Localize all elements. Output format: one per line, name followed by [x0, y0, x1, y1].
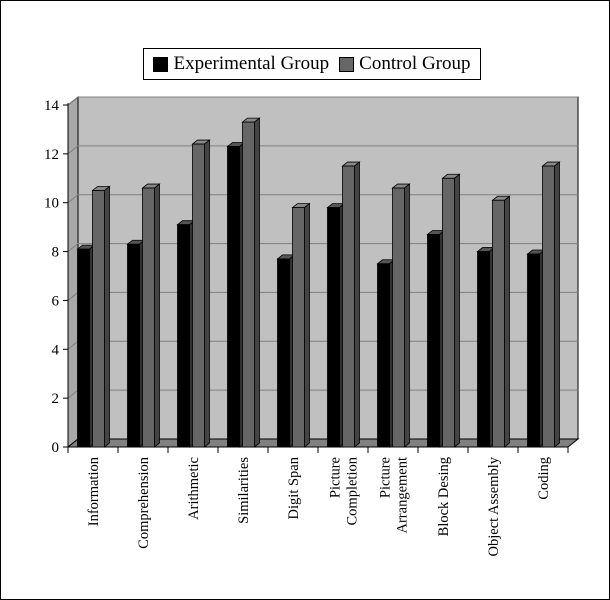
bar-control: [542, 165, 555, 448]
bar-top-0: [426, 230, 446, 235]
x-tick-label: Comprehension: [136, 456, 152, 549]
bar-experimental: [177, 224, 190, 448]
y-tick-label: 8: [52, 245, 60, 261]
bar-control: [92, 190, 105, 448]
bar-side-1: [354, 161, 360, 448]
y-tick-label: 14: [44, 98, 60, 114]
bar-control: [292, 207, 305, 448]
x-tick-label: Block Desing: [436, 457, 452, 536]
x-tick-label: PictureCompletion: [328, 456, 361, 525]
x-tick-label: Arithmetic: [186, 457, 202, 520]
bar-top-0: [476, 247, 496, 252]
bar-top-1: [491, 195, 511, 201]
gridline: [67, 243, 578, 252]
gridline: [67, 340, 578, 350]
bar-side-1: [404, 183, 410, 448]
bar-top-0: [276, 254, 296, 260]
y-tick-label: 6: [52, 293, 60, 309]
bar-top-1: [291, 203, 311, 209]
bar-top-1: [541, 161, 561, 167]
bar-side-1: [254, 117, 260, 448]
x-tick-label: Information: [86, 456, 102, 526]
plot-side-wall: [67, 95, 79, 449]
legend-label-experimental: Experimental Group: [173, 53, 330, 74]
bar-top-1: [191, 139, 211, 145]
bar-side-1: [554, 161, 560, 448]
bar-top-0: [176, 220, 196, 226]
bar-top-1: [241, 117, 261, 123]
x-tick-label: Digit Span: [286, 456, 302, 519]
gridline: [67, 145, 578, 155]
bar-side-0: [239, 141, 245, 448]
bar-side-1: [454, 173, 460, 448]
legend-label-control: Control Group: [359, 53, 471, 74]
bar-side-0: [289, 254, 295, 448]
gridline: [67, 389, 578, 399]
bar-experimental: [277, 258, 290, 448]
bar-control: [142, 187, 155, 448]
x-tick-label: Similarities: [236, 457, 252, 524]
chart-legend: Experimental Group Control Group: [143, 48, 481, 80]
bar-side-0: [489, 246, 495, 448]
bar-top-0: [126, 239, 146, 245]
bar-experimental: [477, 251, 490, 448]
bar-side-1: [504, 195, 510, 448]
bar-experimental: [227, 146, 240, 448]
bar-side-1: [104, 185, 110, 448]
bar-experimental: [327, 207, 340, 448]
bar-control: [442, 177, 455, 448]
gridline: [67, 194, 578, 204]
bar-control: [242, 121, 255, 448]
bar-experimental: [377, 263, 390, 448]
y-tick-label: 0: [52, 440, 60, 456]
bar-top-0: [76, 244, 96, 250]
bar-side-0: [139, 239, 145, 448]
bar-top-0: [326, 203, 346, 209]
legend-item-experimental: Experimental Group: [153, 53, 329, 75]
bar-experimental: [77, 248, 90, 448]
legend-swatch-experimental: [153, 56, 169, 72]
plot-back-wall: [77, 96, 579, 440]
bar-experimental: [427, 234, 440, 448]
y-tick-label: 12: [44, 147, 59, 163]
y-tick-label: 4: [52, 342, 60, 358]
bar-control: [192, 143, 205, 448]
bar-side-1: [204, 139, 210, 448]
legend-item-control: Control Group: [339, 53, 471, 75]
bar-control: [492, 199, 505, 448]
bar-top-1: [141, 183, 161, 189]
bar-side-1: [304, 202, 310, 448]
legend-swatch-control: [339, 56, 355, 72]
bar-side-0: [439, 229, 445, 448]
x-tick-label: Object Assembly: [486, 456, 502, 556]
bar-experimental: [527, 253, 540, 448]
bar-control: [392, 187, 405, 448]
bar-top-1: [441, 173, 461, 179]
bar-side-1: [154, 183, 160, 448]
bar-side-0: [389, 258, 395, 448]
y-tick-label: 10: [44, 196, 59, 212]
bar-experimental: [127, 243, 140, 448]
x-tick-label: PictureArrangement: [378, 457, 411, 534]
plot-floor: [66, 438, 580, 448]
gridline: [67, 96, 578, 106]
bar-top-0: [376, 259, 396, 265]
y-tick-label: 2: [52, 391, 60, 407]
bar-side-0: [539, 249, 545, 448]
bar-top-0: [226, 142, 246, 147]
bar-top-1: [91, 186, 111, 191]
bar-control: [342, 165, 355, 448]
bar-side-0: [89, 244, 95, 448]
bar-top-1: [341, 161, 361, 167]
bar-side-0: [189, 219, 195, 448]
x-tick-label: Coding: [536, 457, 552, 500]
bar-top-0: [526, 249, 546, 255]
bar-top-1: [391, 183, 411, 189]
gridline: [67, 291, 578, 301]
bar-side-0: [339, 202, 345, 448]
